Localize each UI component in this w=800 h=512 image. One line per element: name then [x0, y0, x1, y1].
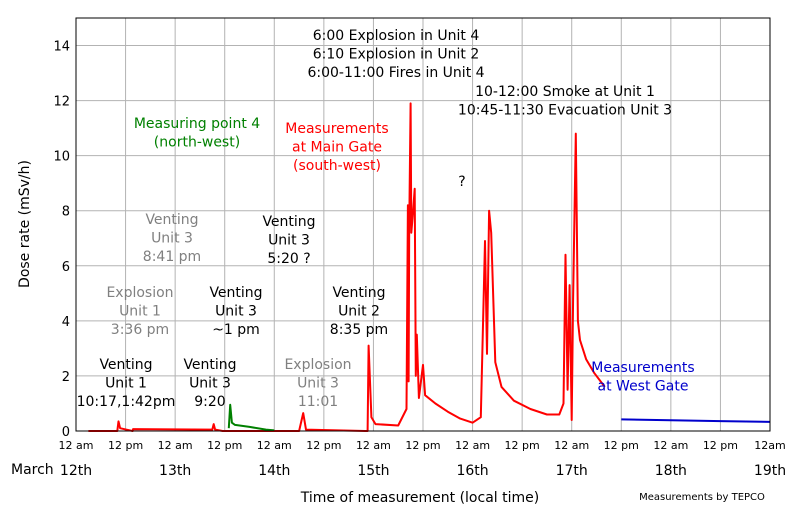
annotation-line: at West Gate [598, 379, 689, 395]
annotation-line: Unit 3 [268, 233, 310, 249]
x-axis-label: Time of measurement (local time) [300, 490, 539, 506]
annotation-line: ~1 pm [212, 322, 260, 338]
annotation-venting-unit1: Venting Unit 1 10:17,1:42pm [77, 357, 176, 410]
measuring-point-4-series-line [227, 403, 275, 432]
annotation-smoke-evacuation: 10-12:00 Smoke at Unit 1 10:45-11:30 Evac… [458, 84, 672, 119]
annotation-line: 5:20 ? [267, 251, 310, 267]
y-tick-label: 0 [62, 425, 70, 440]
annotation-venting-unit3-920: Venting Unit 3 9:20 [183, 357, 236, 410]
annotation-venting-unit2: Venting Unit 2 8:35 pm [330, 285, 388, 338]
tick-labels: 12 am 12 pm 12 am 12 pm 12 am 12 pm 12 am 12 pm… [53, 40, 786, 479]
annotations: Venting Unit 1 10:17,1:42pm Explosion Unit 1… [77, 28, 695, 410]
plot-frame [75, 17, 771, 432]
annotation-line: Venting [183, 357, 236, 373]
x-tick-label: 12 am [653, 439, 688, 452]
annotation-line: Measurements [591, 360, 694, 376]
annotation-main-gate: Measurements at Main Gate (south-west) [285, 121, 388, 174]
annotation-venting-unit3-520: Venting Unit 3 5:20 ? [262, 214, 315, 267]
day-label: 18th [655, 463, 687, 479]
annotation-line: 6:00-11:00 Fires in Unit 4 [307, 65, 484, 81]
annotation-line: 8:35 pm [330, 322, 388, 338]
x-tick-label: 12 am [455, 439, 490, 452]
x-tick-label: 12 pm [108, 439, 143, 452]
day-label: 17th [556, 463, 588, 479]
annotation-venting-unit3-1pm: Venting Unit 3 ~1 pm [209, 285, 262, 338]
x-tick-label: 12 am [554, 439, 589, 452]
annotation-line: Unit 3 [297, 376, 339, 392]
y-tick-label: 4 [62, 315, 70, 330]
y-tick-label: 10 [53, 150, 70, 165]
annotation-line: 8:41 pm [143, 249, 201, 265]
day-label: 19th [754, 463, 786, 479]
x-tick-label: 12 am [59, 439, 94, 452]
annotation-explosion-unit1: Explosion Unit 1 3:36 pm [106, 285, 173, 338]
annotation-line: 9:20 [194, 394, 225, 410]
annotation-line: Unit 3 [151, 231, 193, 247]
annotation-line: 10:45-11:30 Evacuation Unit 3 [458, 103, 672, 119]
day-label: 16th [456, 463, 488, 479]
y-tick-label: 6 [62, 260, 70, 275]
x-tick-label: 12 pm [703, 439, 738, 452]
annotation-line: Unit 2 [338, 304, 380, 320]
annotation-line: Venting [332, 285, 385, 301]
annotation-question-mark: ? [458, 174, 465, 190]
y-tick-label: 2 [62, 370, 70, 385]
credit-text: Measurements by TEPCO [639, 492, 765, 503]
annotation-venting-unit3-841: Venting Unit 3 8:41 pm [143, 212, 201, 265]
x-tick-label: 12am [754, 439, 785, 452]
day-label: 15th [357, 463, 389, 479]
x-tick-label: 12 pm [306, 439, 341, 452]
x-tick-label: 12 pm [505, 439, 540, 452]
annotation-line: Measurements [285, 121, 388, 137]
day-label: 14th [258, 463, 290, 479]
annotation-line: ? [458, 174, 465, 190]
day-label: 13th [159, 463, 191, 479]
annotation-line: (south-west) [293, 158, 381, 174]
x-tick-label: 12 am [158, 439, 193, 452]
annotation-line: Unit 1 [119, 304, 161, 320]
y-axis-label: Dose rate (mSv/h) [17, 160, 33, 288]
month-label: March [11, 462, 54, 478]
annotation-line: at Main Gate [292, 140, 382, 156]
x-tick-label: 12 pm [604, 439, 639, 452]
annotation-west-gate: Measurements at West Gate [591, 360, 694, 395]
annotation-line: Venting [145, 212, 198, 228]
annotation-measuring-point-4: Measuring point 4 (north-west) [134, 116, 260, 151]
annotation-line: (north-west) [154, 135, 240, 151]
annotation-line: 10:17,1:42pm [77, 394, 176, 410]
annotation-line: Venting [99, 357, 152, 373]
annotation-explosion-unit3: Explosion Unit 3 11:01 [284, 357, 351, 410]
y-tick-label: 8 [62, 205, 70, 220]
y-tick-label: 12 [53, 95, 70, 110]
annotation-line: 6:10 Explosion in Unit 2 [313, 47, 480, 63]
annotation-line: Unit 3 [215, 304, 257, 320]
annotation-line: Venting [209, 285, 262, 301]
y-tick-label: 14 [53, 40, 70, 55]
annotation-line: Unit 1 [105, 376, 147, 392]
x-tick-label: 12 pm [207, 439, 242, 452]
annotation-line: Explosion [284, 357, 351, 373]
annotation-line: Unit 3 [189, 376, 231, 392]
day-label: 12th [60, 463, 92, 479]
annotation-line: 11:01 [298, 394, 338, 410]
annotation-line: 10-12:00 Smoke at Unit 1 [475, 84, 655, 100]
annotation-explosions-unit4-unit2: 6:00 Explosion in Unit 4 6:10 Explosion i… [307, 28, 484, 81]
annotation-line: 3:36 pm [111, 322, 169, 338]
annotation-line: 6:00 Explosion in Unit 4 [313, 28, 480, 44]
x-tick-label: 12 am [257, 439, 292, 452]
x-tick-label: 12 am [356, 439, 391, 452]
annotation-line: Measuring point 4 [134, 116, 260, 132]
annotation-line: Explosion [106, 285, 173, 301]
x-tick-label: 12 pm [405, 439, 440, 452]
west-gate-series-line [621, 418, 771, 423]
annotation-line: Venting [262, 214, 315, 230]
